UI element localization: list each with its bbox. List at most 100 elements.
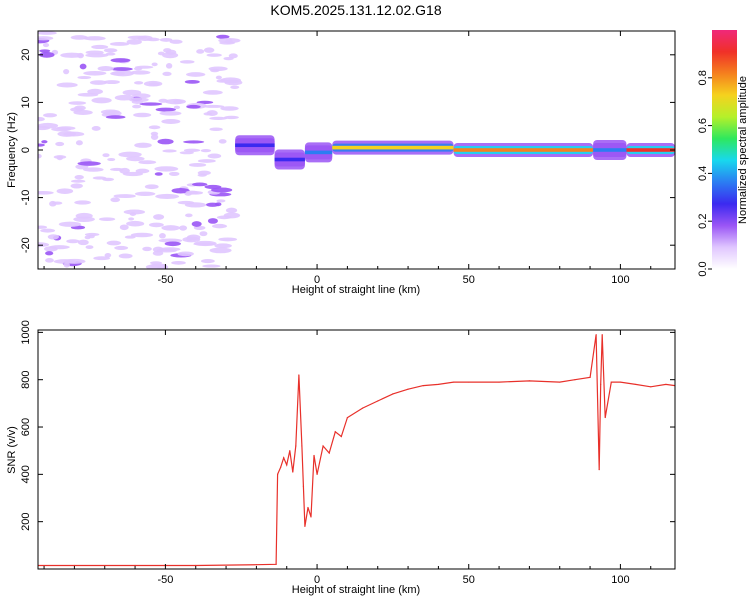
- spectrogram-noise-blob: [110, 197, 121, 203]
- snr-point: [574, 379, 576, 381]
- spectrogram-xtick-label: 50: [463, 274, 475, 286]
- spectrogram-noise-blob: [56, 82, 78, 88]
- spectrogram-noise-blob: [126, 220, 145, 227]
- spectrogram-band-core: [304, 150, 333, 155]
- spectrogram-noise-blob: [206, 110, 218, 117]
- spectrogram-noise-blob: [191, 221, 202, 227]
- spectrogram-noise-blob: [38, 36, 54, 41]
- spectrogram-noise-blob: [75, 212, 93, 219]
- spectrogram-noise-blob: [42, 43, 50, 48]
- snr-point: [310, 516, 312, 518]
- spectrogram-noise-blob: [188, 162, 207, 167]
- spectrogram-noise-blob: [106, 240, 122, 246]
- spectrogram-noise-blob: [209, 116, 228, 120]
- spectrogram-noise-blob: [206, 53, 222, 57]
- spectrogram-noise-blob: [165, 62, 173, 69]
- spectrogram-noise-blob: [164, 241, 181, 247]
- spectrogram-noise-blob: [171, 187, 190, 194]
- colorbar-label: Normalized spectral amplitude: [737, 76, 749, 224]
- colorbar-tick-label: 0.0: [697, 261, 709, 276]
- spectrogram-noise-blob: [210, 68, 220, 73]
- spectrogram-ytick-label: 0: [20, 147, 32, 153]
- spectrogram-noise-blob: [218, 237, 238, 242]
- snr-frame: [37, 329, 676, 570]
- snr-point: [334, 431, 336, 433]
- spectrogram-noise-blob: [56, 188, 74, 195]
- spectrogram-noise-blob: [103, 48, 118, 53]
- spectrogram-noise-blob: [216, 215, 232, 220]
- spectrogram-noise-blob: [109, 42, 130, 46]
- spectrogram-noise-blob: [148, 222, 164, 228]
- spectrogram-noise-blob: [103, 80, 120, 85]
- spectrogram-noise-blob: [207, 218, 218, 224]
- snr-xlabel: Height of straight line (km): [292, 584, 420, 596]
- spectrogram-noise-blob: [139, 102, 163, 106]
- spectrogram-noise-blob: [185, 190, 199, 195]
- snr-point: [601, 334, 603, 336]
- spectrogram-noise-blob: [153, 214, 165, 220]
- spectrogram-noise-blob: [223, 56, 234, 61]
- snr-point: [498, 381, 500, 383]
- snr-point: [595, 334, 597, 336]
- spectrogram-noise-blob: [183, 140, 205, 144]
- snr-background: [38, 330, 675, 569]
- snr-ytick-label: 400: [20, 465, 32, 483]
- spectrogram-noise-blob: [45, 258, 54, 263]
- snr-point: [302, 485, 305, 487]
- spectrogram-noise-blob: [119, 224, 129, 231]
- spectrogram-noise-blob: [186, 236, 193, 242]
- spectrogram-noise-blob: [45, 251, 54, 256]
- spectrogram-noise-blob: [43, 113, 58, 118]
- spectrogram-noise-blob: [215, 202, 222, 207]
- spectrogram-noise-blob: [193, 240, 217, 247]
- spectrogram-noise-blob: [202, 264, 221, 268]
- spectrogram-noise-blob: [183, 148, 201, 153]
- snr-point: [277, 473, 279, 475]
- snr-point: [407, 388, 409, 390]
- spectrogram-noise-blob: [92, 176, 107, 180]
- snr-point: [377, 400, 379, 402]
- spectrogram-noise-blob: [77, 239, 89, 246]
- spectrogram-noise-blob: [55, 141, 65, 147]
- spectrogram-noise-blob: [85, 50, 104, 55]
- spectrogram-noise-blob: [154, 172, 163, 176]
- snr-point: [589, 376, 591, 378]
- spectrogram-noise-blob: [79, 63, 87, 70]
- spectrogram-noise-blob: [215, 75, 222, 80]
- snr-point: [301, 445, 303, 447]
- spectrogram-noise-blob: [39, 49, 51, 53]
- snr-point: [604, 416, 606, 419]
- spectrogram-noise-blob: [56, 155, 64, 161]
- spectrogram-noise-blob: [161, 118, 181, 124]
- spectrogram-noise-blob: [38, 31, 57, 35]
- snr-point: [468, 381, 470, 383]
- spectrogram-noise-blob: [158, 98, 169, 103]
- snr-point: [275, 563, 277, 565]
- spectrogram-axes: -50 0 50 100 -20 -10 0 10 20: [20, 31, 675, 286]
- spectrogram-noise-blob: [110, 58, 131, 63]
- spectrogram-noise-blob: [122, 89, 142, 96]
- spectrogram-noise-blob: [219, 41, 235, 45]
- spectrogram-noise-blob: [216, 34, 230, 39]
- snr-point: [316, 473, 318, 475]
- spectrogram-noise-blob: [130, 70, 151, 75]
- spectrogram-noise-blob: [110, 67, 133, 71]
- spectrogram-noise-blob: [57, 131, 77, 137]
- spectrogram-noise-blob: [158, 238, 183, 243]
- spectrogram-noise-blob: [168, 171, 180, 176]
- spectrogram-noise-blob: [38, 116, 45, 122]
- spectrogram-noise-blob: [216, 199, 226, 203]
- spectrogram-noise-blob: [169, 39, 183, 44]
- spectrogram-noise-blob: [202, 90, 223, 95]
- snr-point: [610, 381, 612, 383]
- snr-point: [304, 525, 306, 528]
- snr-point: [346, 416, 348, 419]
- spectrogram-band-core: [332, 145, 454, 150]
- spectrogram-noise-blob: [157, 138, 174, 145]
- snr-point: [422, 385, 424, 387]
- spectrogram-noise-blob: [56, 126, 76, 131]
- spectrogram-noise-blob: [133, 112, 152, 118]
- spectrogram-ytick-label: 20: [20, 49, 32, 61]
- spectrogram-noise-blob: [134, 191, 156, 197]
- spectrogram-noise-blob: [114, 94, 134, 101]
